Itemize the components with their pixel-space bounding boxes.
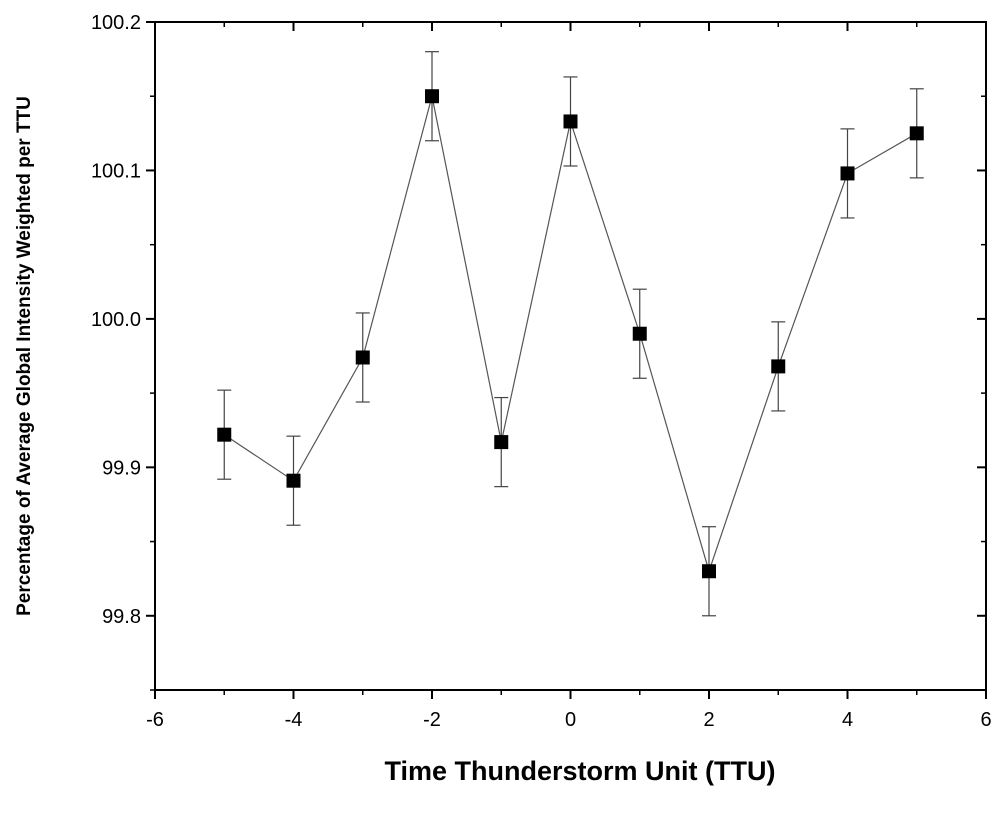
data-point — [217, 427, 232, 442]
x-tick-label: 6 — [980, 709, 991, 731]
x-tick-label: 0 — [565, 709, 576, 731]
y-tick-label: 100.0 — [91, 309, 141, 331]
data-point — [286, 473, 301, 488]
y-tick-label: 100.1 — [91, 160, 141, 182]
y-tick-labels: 99.8 99.9 100.0 100.1 100.2 — [91, 12, 141, 628]
y-tick-label: 100.2 — [91, 12, 141, 34]
x-tick-label: 4 — [842, 709, 853, 731]
x-tick-label: -6 — [146, 709, 164, 731]
x-tick-labels: -6 -4 -2 0 2 4 6 — [146, 709, 991, 731]
data-point — [702, 564, 716, 579]
y-tick-label: 99.8 — [102, 606, 141, 628]
data-point — [425, 89, 439, 104]
data-point — [494, 435, 509, 450]
data-point — [909, 126, 924, 141]
data-point — [563, 114, 578, 129]
data-point — [355, 350, 370, 365]
y-axis-title: Percentage of Average Global Intensity W… — [14, 96, 35, 616]
data-markers — [217, 89, 924, 579]
error-bars — [217, 51, 924, 617]
data-point — [771, 359, 786, 374]
data-point — [632, 326, 647, 341]
data-point — [840, 166, 855, 181]
y-tick-label: 99.9 — [102, 457, 141, 479]
x-tick-label: -4 — [285, 709, 303, 731]
x-tick-label: 2 — [703, 709, 714, 731]
axis-ticks — [146, 21, 987, 699]
x-axis-title: Time Thunderstorm Unit (TTU) — [385, 756, 776, 786]
series-line — [223, 96, 918, 574]
x-tick-label: -2 — [423, 709, 441, 731]
